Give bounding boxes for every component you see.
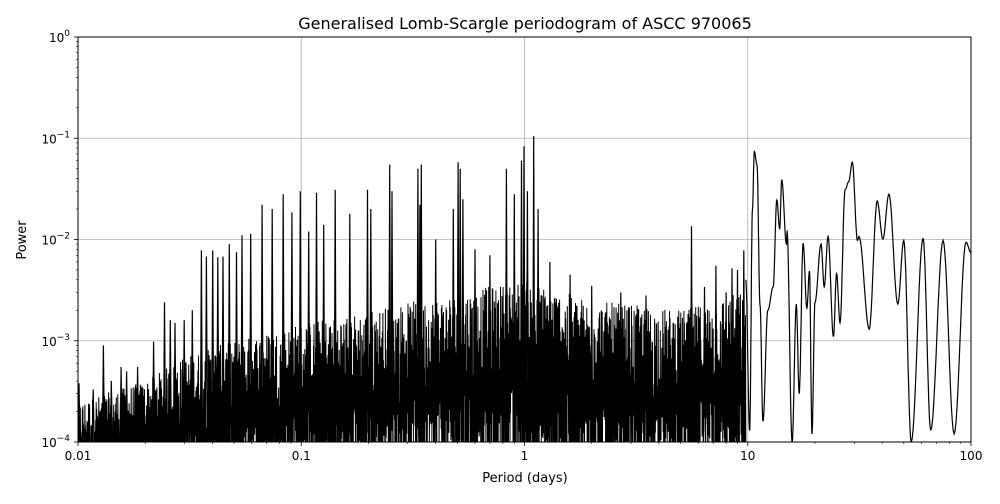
periodogram-smooth-line bbox=[745, 150, 971, 442]
periodogram-peak bbox=[182, 320, 186, 442]
periodogram-peak bbox=[724, 292, 728, 442]
periodogram-peak bbox=[742, 250, 746, 442]
periodogram-peak bbox=[91, 389, 95, 442]
periodogram-peak bbox=[314, 192, 319, 442]
periodogram-peak bbox=[532, 136, 536, 442]
periodogram-peak bbox=[568, 274, 572, 442]
periodogram-peak bbox=[234, 252, 239, 442]
y-tick-label: 10−4 bbox=[41, 434, 70, 450]
y-tick-label: 10−2 bbox=[41, 232, 70, 248]
periodogram-peak bbox=[136, 366, 140, 442]
periodogram-peak bbox=[101, 345, 105, 442]
periodogram-peak bbox=[240, 235, 244, 442]
periodogram-peak bbox=[290, 212, 294, 442]
periodogram-peak bbox=[204, 256, 208, 442]
y-tick-label: 10−1 bbox=[41, 130, 70, 146]
periodogram-peak bbox=[348, 213, 352, 442]
periodogram-peak bbox=[434, 239, 438, 442]
axes: 0.01 0.1 1 10 100 10−4 10−3 10−2 10−1 100 bbox=[41, 29, 982, 463]
periodogram-peak bbox=[504, 168, 508, 442]
y-tick-label: 100 bbox=[49, 29, 70, 45]
periodogram-peak bbox=[221, 256, 225, 442]
periodogram-peak bbox=[644, 295, 648, 442]
y-axis-label: Power bbox=[15, 220, 30, 260]
periodogram-peak bbox=[125, 371, 129, 442]
periodogram-peak bbox=[458, 168, 462, 442]
periodogram-peak bbox=[199, 250, 203, 442]
periodogram-peak bbox=[590, 285, 594, 442]
periodogram-peak bbox=[473, 249, 477, 442]
periodogram-peak bbox=[548, 261, 552, 442]
periodogram-peak bbox=[388, 164, 392, 442]
x-axis-label: Period (days) bbox=[482, 471, 568, 486]
periodogram-peak bbox=[162, 302, 167, 442]
periodogram-peak bbox=[461, 199, 465, 442]
x-tick-label: 0.01 bbox=[65, 449, 92, 463]
periodogram-peak bbox=[488, 255, 492, 442]
periodogram-peak bbox=[168, 320, 172, 442]
periodogram-peak bbox=[211, 250, 215, 442]
periodogram-peak bbox=[619, 292, 623, 442]
periodogram-peak bbox=[260, 204, 264, 442]
periodogram-peak bbox=[419, 164, 423, 442]
periodogram-peak bbox=[216, 257, 220, 442]
periodogram-peak bbox=[369, 208, 373, 442]
periodogram-peak bbox=[456, 162, 460, 442]
periodogram-peak bbox=[714, 265, 718, 442]
periodogram-peak bbox=[365, 189, 370, 442]
x-tick-label: 100 bbox=[960, 449, 983, 463]
periodogram-peak bbox=[519, 160, 524, 442]
periodogram-peak bbox=[416, 168, 420, 442]
periodogram-peak bbox=[333, 189, 337, 442]
y-tick-label: 10−3 bbox=[41, 333, 70, 349]
periodogram-peak bbox=[536, 208, 540, 442]
periodogram-peak bbox=[298, 191, 302, 442]
periodogram-peak bbox=[689, 226, 694, 442]
periodogram-peak bbox=[249, 233, 253, 442]
periodogram-peak bbox=[512, 194, 516, 442]
x-tick-label: 10 bbox=[740, 449, 755, 463]
periodogram-peak bbox=[702, 286, 707, 442]
periodogram-peak bbox=[307, 231, 311, 442]
plot-frame bbox=[77, 36, 972, 443]
periodogram-peak bbox=[735, 269, 740, 442]
periodogram-peak bbox=[281, 194, 285, 442]
periodogram-peak bbox=[227, 244, 231, 442]
x-tick-label: 1 bbox=[521, 449, 529, 463]
periodogram-peak bbox=[190, 310, 194, 442]
periodogram-peak bbox=[152, 341, 156, 442]
chart-title: Generalised Lomb-Scargle periodogram of … bbox=[298, 14, 752, 33]
periodogram-peak bbox=[390, 191, 394, 442]
periodogram-peak bbox=[270, 208, 274, 442]
periodogram-peak bbox=[119, 366, 123, 442]
periodogram-peak bbox=[525, 191, 530, 442]
periodogram-peak bbox=[522, 146, 526, 442]
x-tick-label: 0.1 bbox=[292, 449, 311, 463]
periodogram-peak bbox=[109, 380, 113, 442]
periodogram-peak bbox=[451, 208, 455, 442]
periodogram-peak bbox=[173, 322, 177, 442]
periodogram-peak bbox=[322, 224, 326, 442]
periodogram-peak bbox=[730, 268, 734, 442]
periodogram-noise-line bbox=[78, 281, 747, 442]
